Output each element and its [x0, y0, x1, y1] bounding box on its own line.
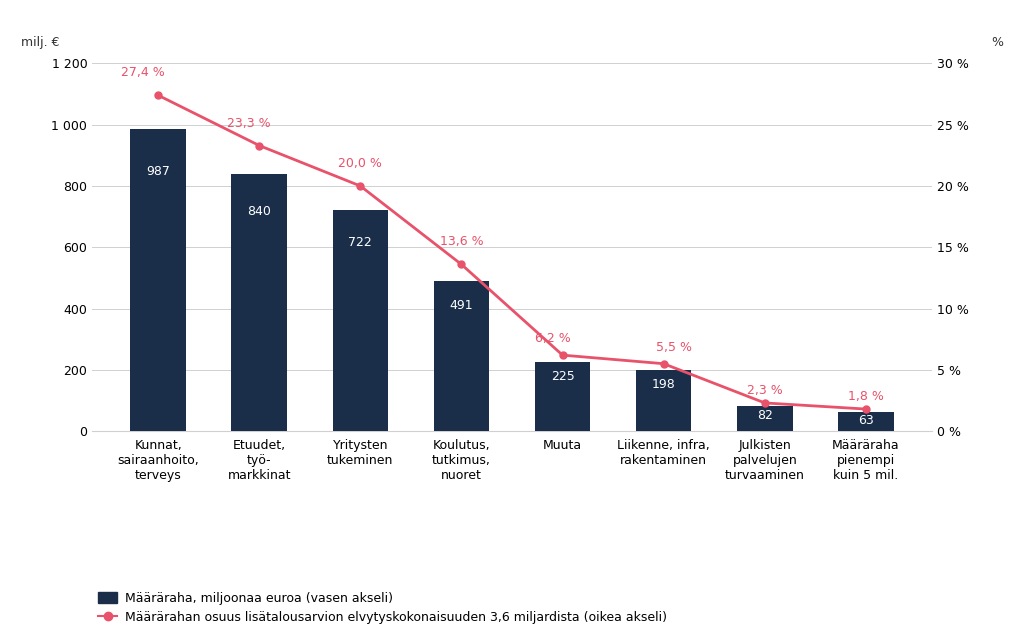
- Text: 6,2 %: 6,2 %: [535, 332, 570, 346]
- Bar: [231, 174, 287, 431]
- Bar: [535, 362, 591, 431]
- Text: 987: 987: [146, 165, 170, 178]
- Legend: Määräraha, miljoonaa euroa (vasen akseli), Määrärahan osuus lisätalousarvion elv: Määräraha, miljoonaa euroa (vasen akseli…: [98, 592, 667, 624]
- Text: 63: 63: [858, 414, 873, 427]
- Bar: [737, 406, 793, 431]
- Bar: [433, 281, 489, 431]
- Text: 722: 722: [348, 236, 372, 249]
- Text: 1,8 %: 1,8 %: [848, 390, 884, 403]
- Text: milj. €: milj. €: [20, 36, 59, 49]
- Text: 225: 225: [551, 370, 574, 384]
- Text: 5,5 %: 5,5 %: [655, 341, 692, 354]
- Text: 840: 840: [248, 205, 271, 217]
- Text: %: %: [991, 36, 1004, 49]
- Text: 23,3 %: 23,3 %: [227, 117, 271, 129]
- Bar: [838, 412, 894, 431]
- Text: 198: 198: [652, 378, 676, 391]
- Text: 27,4 %: 27,4 %: [121, 67, 165, 79]
- Bar: [636, 370, 691, 431]
- Text: 82: 82: [757, 409, 773, 422]
- Text: 20,0 %: 20,0 %: [338, 157, 382, 170]
- Bar: [130, 129, 186, 431]
- Text: 491: 491: [450, 299, 473, 312]
- Text: 2,3 %: 2,3 %: [746, 384, 782, 397]
- Text: 13,6 %: 13,6 %: [439, 235, 483, 249]
- Bar: [333, 210, 388, 431]
